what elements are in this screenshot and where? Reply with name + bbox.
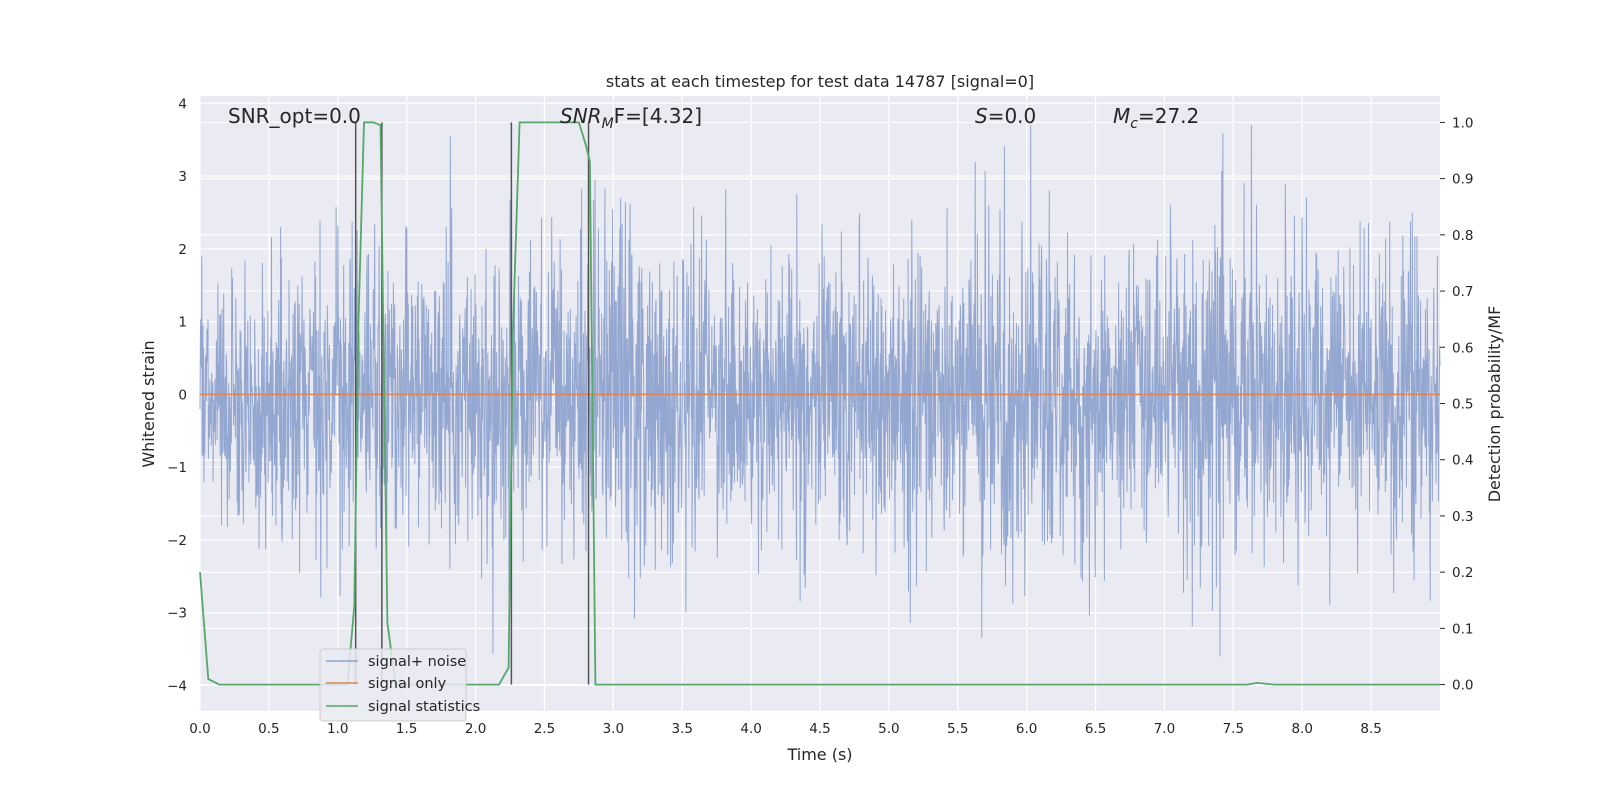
x-tick-label: 7.5	[1223, 721, 1244, 737]
x-tick-label: 6.0	[1016, 721, 1037, 737]
legend-label-signal-only: signal only	[368, 676, 447, 692]
y-ticks: 4 3 2 1 0 −1 −2 −3 −4	[167, 96, 187, 694]
y-tick-label: −1	[167, 460, 187, 476]
x-tick-label: 8.0	[1291, 721, 1312, 737]
x-axis-label: Time (s)	[786, 745, 852, 764]
legend-label-signal-noise: signal+ noise	[368, 654, 466, 670]
y-tick-label: −3	[167, 606, 187, 622]
x-tick-label: 8.5	[1360, 721, 1381, 737]
y-tick-label-right: 0.2	[1452, 565, 1473, 581]
x-tick-label: 3.0	[603, 721, 624, 737]
legend: signal+ noise signal only signal statist…	[319, 648, 480, 722]
y-tick-label: −2	[167, 533, 187, 549]
x-tick-label: 5.0	[878, 721, 899, 737]
series-line-signal-noise	[199, 125, 1441, 657]
y-tick-label-right: 1.0	[1452, 115, 1473, 131]
legend-label-signal-statistics: signal statistics	[368, 699, 480, 715]
annotation-snr-opt: SNR_opt=0.0	[228, 104, 361, 128]
annotation-snr-mf: SNRMF=[4.32]	[560, 104, 702, 132]
y-tick-label: 1	[178, 315, 187, 331]
x-tick-label: 0.5	[258, 721, 279, 737]
series-signal-noise	[199, 125, 1441, 657]
x-tick-label: 7.0	[1154, 721, 1175, 737]
x-tick-label: 3.5	[671, 721, 692, 737]
y-tick-label: 0	[178, 387, 187, 403]
y-tick-label-right: 0.9	[1452, 172, 1473, 188]
x-tick-label: 0.0	[189, 721, 210, 737]
annotation-mc: Mc=27.2	[1113, 104, 1199, 132]
x-tick-label: 1.5	[396, 721, 417, 737]
y-tick-label: 3	[178, 169, 187, 185]
x-ticks: 0.0 0.5 1.0 1.5 2.0 2.5 3.0 3.5 4.0 4.5 5.0 5.5 6.0 6…	[189, 721, 1382, 737]
x-tick-label: 6.5	[1085, 721, 1106, 737]
x-tick-label: 4.5	[809, 721, 830, 737]
y-tick-label-right: 0.4	[1452, 453, 1473, 469]
y-tick-label-right: 0.8	[1452, 228, 1473, 244]
y-tick-label: 2	[178, 242, 187, 258]
y-tick-label-right: 0.6	[1452, 340, 1473, 356]
annotation-s: S=0.0	[975, 104, 1036, 128]
y-tick-label-right: 0.0	[1452, 678, 1473, 694]
y-tick-label-right: 0.7	[1452, 284, 1473, 300]
y-axis-label-right: Detection probability/MF	[1485, 306, 1504, 503]
x-tick-label: 1.0	[327, 721, 348, 737]
x-tick-label: 5.5	[947, 721, 968, 737]
y-tick-label-right: 0.3	[1452, 509, 1473, 525]
y-tick-label-right: 0.1	[1452, 621, 1473, 637]
chart-title: stats at each timestep for test data 147…	[606, 72, 1034, 91]
y-axis-label: Whitened strain	[139, 340, 158, 467]
legend-box	[319, 648, 467, 722]
y-ticks-right: 1.0 0.9 0.8 0.7 0.6 0.5 0.4 0.3 0.2 0.1 0.0	[1440, 115, 1473, 694]
x-tick-label: 2.5	[534, 721, 555, 737]
x-tick-label: 2.0	[465, 721, 486, 737]
x-tick-label: 4.0	[740, 721, 761, 737]
y-tick-label: 4	[178, 96, 187, 112]
y-tick-label-right: 0.5	[1452, 397, 1473, 413]
y-tick-label: −4	[167, 679, 187, 695]
